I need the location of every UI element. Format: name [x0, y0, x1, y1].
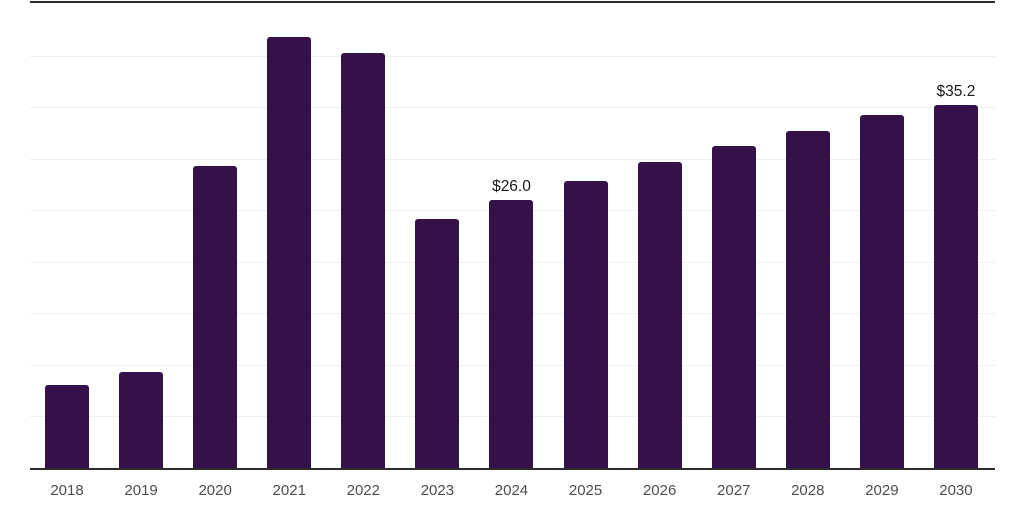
gridline-40 — [30, 56, 995, 57]
bar-2029 — [859, 115, 904, 468]
x-axis-line — [30, 468, 995, 470]
x-tick-label-2029: 2029 — [865, 482, 899, 499]
gridline-30 — [30, 159, 995, 160]
bar-2022 — [341, 53, 386, 468]
bar-2018 — [45, 385, 89, 468]
bar-2019 — [119, 372, 164, 468]
bar-2026 — [637, 162, 682, 468]
bar-value-label-2030: $35.2 — [936, 83, 976, 100]
bars-row: $26.0 $35.2 — [30, 0, 995, 468]
x-tick-label-2020: 2020 — [198, 482, 232, 499]
bar-2020 — [193, 166, 238, 468]
chart-top-border — [30, 1, 995, 3]
gridline-35 — [30, 107, 995, 108]
x-tick-label-2026: 2026 — [642, 482, 677, 499]
bar-2023 — [415, 219, 460, 468]
bar-2025 — [563, 181, 608, 468]
bar-2027 — [711, 146, 756, 468]
plot-area: $26.0 $35.2 — [30, 0, 995, 468]
x-axis-tick-labels: 2018 2019 2020 2021 2022 2023 2024 2025 2026 2027… — [30, 481, 995, 501]
x-tick-label-2021: 2021 — [272, 482, 306, 499]
bar-2028 — [785, 131, 830, 468]
x-tick-label-2030: 2030 — [939, 482, 973, 499]
x-tick-label-2019: 2019 — [124, 482, 158, 499]
bar-value-label-2024: $26.0 — [492, 178, 531, 195]
x-tick-label-2025: 2025 — [568, 482, 603, 499]
x-tick-label-2024: 2024 — [494, 482, 529, 499]
bar-2021 — [267, 37, 312, 468]
bar-2030: $35.2 — [933, 83, 978, 468]
bar-2024: $26.0 — [489, 178, 534, 468]
x-tick-label-2023: 2023 — [420, 482, 455, 499]
x-tick-label-2022: 2022 — [346, 482, 380, 499]
x-tick-label-2027: 2027 — [717, 482, 751, 499]
x-tick-label-2028: 2028 — [791, 482, 825, 499]
x-tick-label-2018: 2018 — [50, 482, 84, 499]
